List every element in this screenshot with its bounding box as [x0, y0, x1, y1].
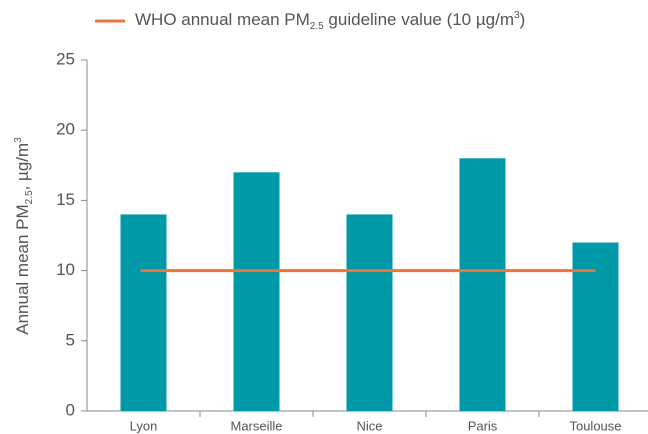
- y-label-subscript: 2.5: [24, 190, 35, 204]
- y-label-text: , µg/m: [13, 143, 32, 191]
- bar: [120, 214, 167, 411]
- bar: [346, 214, 393, 411]
- bar: [233, 172, 280, 411]
- x-tick-label: Lyon: [130, 418, 158, 433]
- x-tick-label: Paris: [468, 418, 498, 433]
- legend-subscript: 2.5: [310, 21, 324, 32]
- bar: [572, 242, 619, 411]
- y-tick-label: 15: [56, 190, 75, 209]
- y-axis-label: Annual mean PM2.5, µg/m3: [13, 137, 35, 335]
- y-tick-label: 25: [56, 49, 75, 68]
- y-tick-label: 0: [66, 400, 75, 419]
- legend-text: WHO annual mean PM: [135, 10, 310, 29]
- y-label-superscript: 3: [13, 137, 24, 143]
- x-tick-label: Nice: [356, 418, 382, 433]
- bar: [459, 158, 506, 411]
- y-label-text: Annual mean PM: [13, 204, 32, 334]
- y-tick-label: 5: [66, 330, 75, 349]
- legend-superscript: 3: [514, 10, 520, 21]
- legend-label: WHO annual mean PM2.5 guideline value (1…: [135, 10, 525, 32]
- y-tick-label: 20: [56, 120, 75, 139]
- x-tick-label: Marseille: [230, 418, 282, 433]
- y-tick-label: 10: [56, 260, 75, 279]
- x-tick-label: Toulouse: [569, 418, 621, 433]
- legend-text: guideline value (10 µg/m: [324, 10, 514, 29]
- legend-text: ): [520, 10, 526, 29]
